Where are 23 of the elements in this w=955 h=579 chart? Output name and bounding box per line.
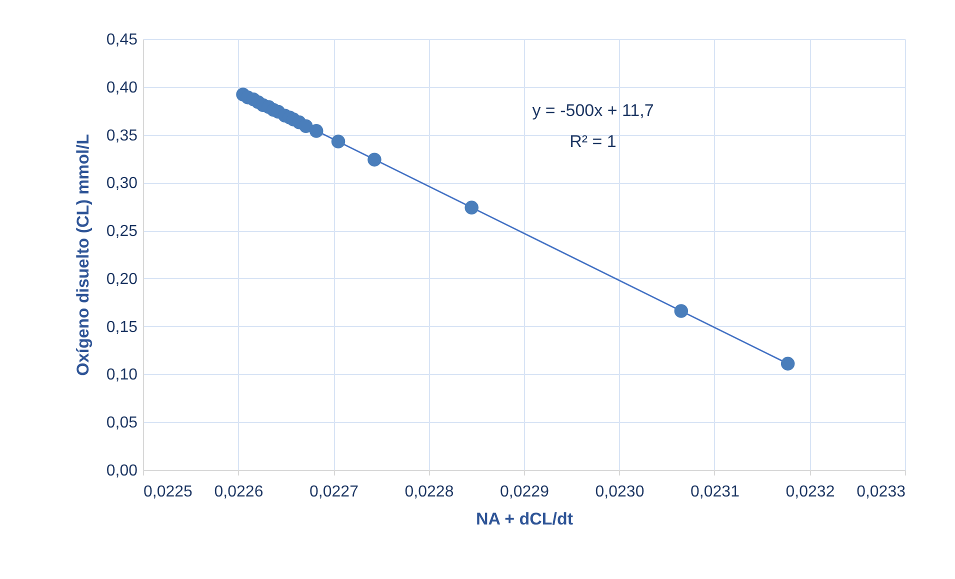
- y-axis-title: Oxígeno disuelto (CL) mmol/L: [73, 134, 92, 376]
- x-tick-label: 0,0226: [214, 484, 264, 500]
- x-axis-title: NA + dCL/dt: [476, 510, 574, 528]
- y-tick-label: 0,00: [106, 462, 138, 480]
- y-tick-label: 0,10: [106, 366, 138, 384]
- x-tick-label: 0,0232: [786, 484, 835, 500]
- y-tick-label: 0,20: [106, 270, 138, 288]
- y-tick-label: 0,40: [106, 79, 138, 96]
- x-tick-label: 0,0230: [595, 484, 644, 500]
- annotation: R² = 1: [570, 132, 616, 151]
- y-tick-label: 0,05: [106, 414, 138, 432]
- y-tick-label: 0,45: [106, 32, 138, 48]
- y-tick-label: 0,30: [106, 175, 138, 192]
- x-tick-label: 0,0231: [690, 484, 740, 500]
- x-tick-label: 0,0227: [310, 484, 359, 500]
- x-tick-label: 0,0225: [144, 484, 193, 500]
- annotation: y = -500x + 11,7: [532, 101, 654, 120]
- y-tick-label: 0,35: [106, 127, 138, 144]
- y-tick-label: 0,25: [106, 223, 138, 240]
- y-tick-label: 0,15: [106, 318, 138, 336]
- x-tick-label: 0,0233: [856, 484, 906, 500]
- x-tick-label: 0,0229: [500, 484, 550, 500]
- x-tick-label: 0,0228: [404, 484, 454, 500]
